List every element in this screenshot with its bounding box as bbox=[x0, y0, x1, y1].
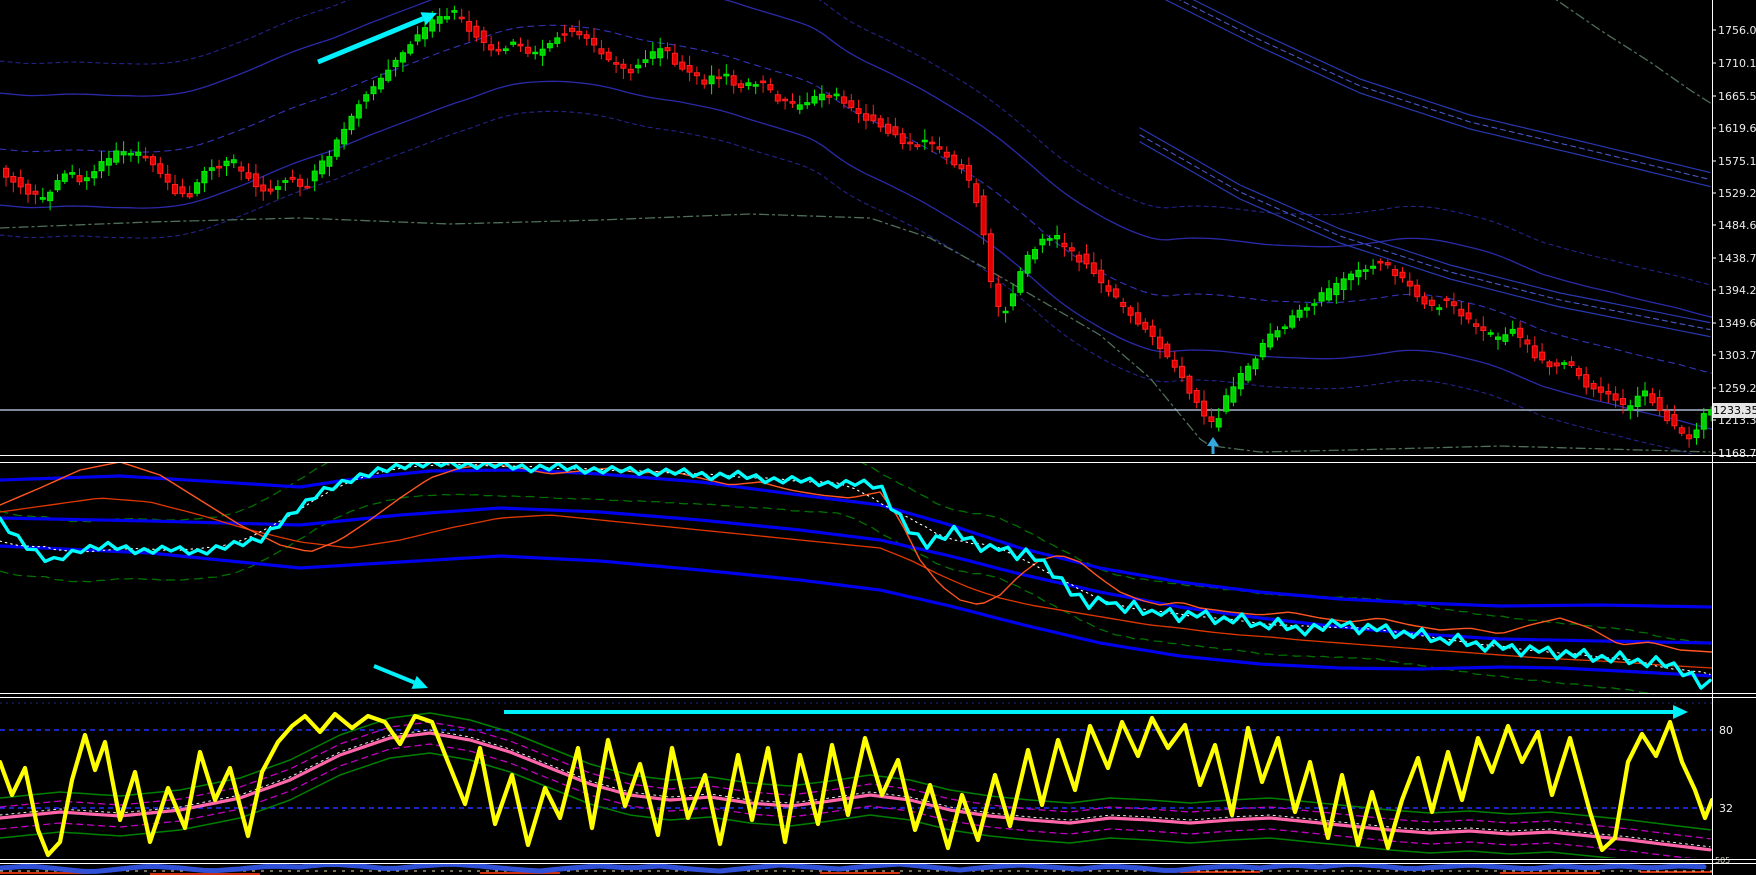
strip-axis-label: 505 bbox=[1715, 856, 1731, 865]
ht-band-1-a bbox=[1139, 127, 1711, 324]
mid-blue-mid bbox=[0, 506, 1712, 645]
channel-outer-lower bbox=[0, 110, 1694, 454]
buy-signal-arrow-head[interactable] bbox=[1207, 437, 1219, 446]
channel-upper bbox=[0, 0, 1712, 318]
bear-candle-bodies bbox=[3, 16, 1693, 440]
panel-separator[interactable] bbox=[0, 697, 1756, 698]
panel-separator[interactable] bbox=[0, 455, 1756, 456]
price-axis-label: 1259.20 bbox=[1718, 382, 1756, 395]
horizontal-range-arrow-head[interactable] bbox=[1673, 705, 1688, 719]
bottom-strip-panel[interactable] bbox=[0, 863, 1712, 875]
osc-level-label: 32 bbox=[1719, 802, 1733, 815]
panel-separator[interactable] bbox=[0, 462, 1756, 463]
price-axis-label: 1619.65 bbox=[1718, 122, 1756, 135]
strip-blue-line bbox=[0, 863, 1707, 874]
ht-band-0-a bbox=[1192, 0, 1711, 174]
ht-band-0-mid bbox=[1178, 0, 1711, 181]
price-axis-label: 1756.00 bbox=[1718, 24, 1756, 37]
channel-mid-dashed bbox=[0, 24, 1712, 374]
price-axis-label: 1529.20 bbox=[1718, 187, 1756, 200]
price-axis-label: 1484.65 bbox=[1718, 219, 1756, 232]
pointer-arrow-head[interactable] bbox=[411, 675, 428, 689]
channel-lower bbox=[0, 80, 1712, 430]
panel-separator[interactable] bbox=[0, 859, 1756, 860]
price-axis-label: 1665.55 bbox=[1718, 90, 1756, 103]
osc-green-lower bbox=[0, 752, 1618, 858]
price-axis-label: 1303.75 bbox=[1718, 349, 1756, 362]
osc-level-label: 80 bbox=[1719, 724, 1733, 737]
mid-green-upper bbox=[0, 463, 1711, 645]
current-price-tag: 1233.35 bbox=[1713, 403, 1756, 418]
ht-band-1-mid bbox=[1139, 134, 1711, 331]
panel-separator[interactable] bbox=[0, 693, 1756, 694]
price-axis-label: 1575.10 bbox=[1718, 155, 1756, 168]
smoothed-indicator-panel[interactable] bbox=[0, 434, 1712, 704]
mid-cyan-signal bbox=[0, 463, 1712, 690]
price-axis-label: 1710.10 bbox=[1718, 57, 1756, 70]
mid-orange-slow bbox=[0, 497, 1712, 669]
price-axis-label: 1438.75 bbox=[1718, 252, 1756, 265]
trend-up-arrow[interactable] bbox=[317, 16, 425, 65]
mid-green-lower bbox=[0, 493, 1656, 695]
ht-band-1-b bbox=[1139, 141, 1711, 338]
pointer-arrow[interactable] bbox=[373, 664, 415, 685]
osc-yellow-signal bbox=[0, 711, 1712, 858]
channel-outer-upper bbox=[0, 0, 1712, 286]
bull-candle-wicks bbox=[42, 5, 1712, 445]
main-price-panel[interactable] bbox=[0, 0, 1714, 459]
mid-blue-upper bbox=[0, 468, 1712, 609]
price-axis-label: 1168.75 bbox=[1718, 447, 1756, 460]
mid-white-dotted bbox=[0, 463, 1711, 675]
osc-white-dashed bbox=[0, 729, 1711, 848]
trend-up-arrow-head[interactable] bbox=[420, 12, 437, 26]
price-axis-label: 1349.65 bbox=[1718, 317, 1756, 330]
bull-candle-bodies bbox=[39, 10, 1712, 438]
drawing-objects[interactable] bbox=[317, 12, 1688, 719]
ht-band-0-b bbox=[1164, 0, 1711, 188]
mid-orange-fast bbox=[0, 463, 1712, 653]
osc-magenta-lower bbox=[0, 743, 1693, 858]
price-axis-label: 1394.20 bbox=[1718, 284, 1756, 297]
panel-separator[interactable] bbox=[0, 863, 1756, 864]
osc-pink-signal bbox=[0, 731, 1712, 852]
mid-blue-lower bbox=[0, 544, 1712, 678]
pivot-dashdot-line bbox=[0, 213, 1711, 453]
oscillator-panel[interactable] bbox=[0, 702, 1712, 870]
pivot-dashdot-line-2 bbox=[1555, 0, 1712, 105]
